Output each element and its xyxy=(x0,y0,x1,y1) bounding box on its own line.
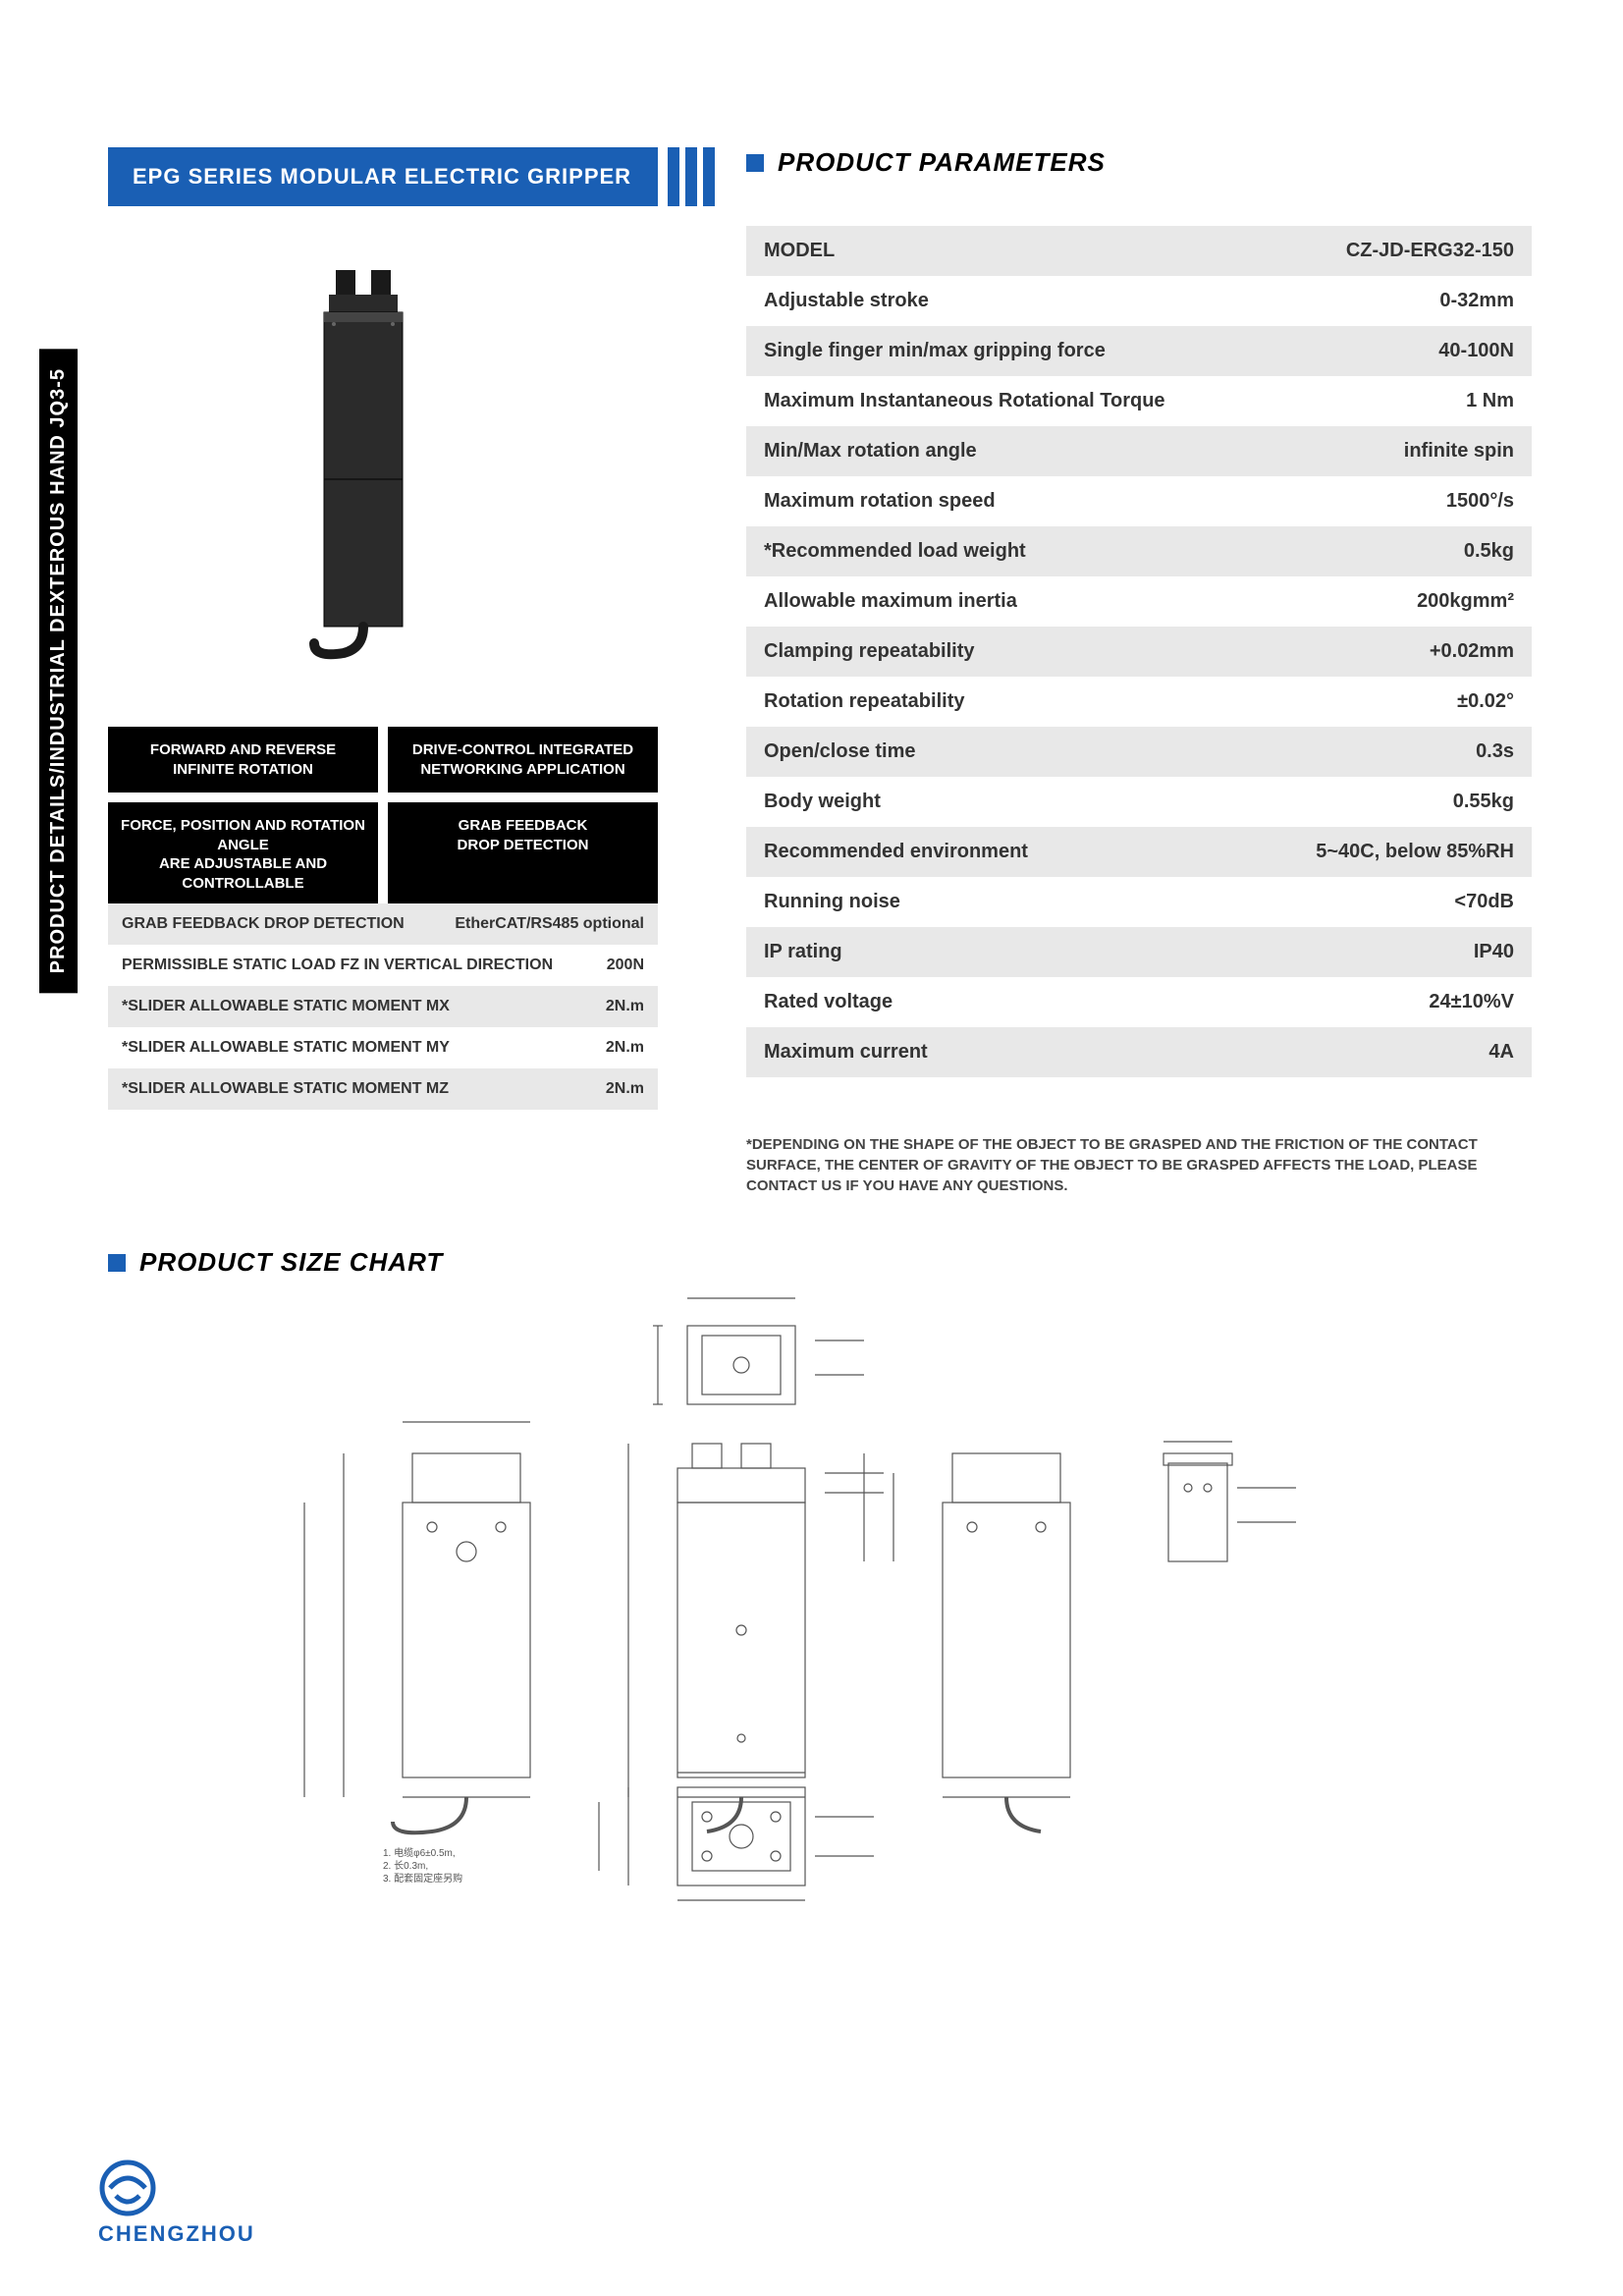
header-bar: EPG SERIES MODULAR ELECTRIC GRIPPER xyxy=(108,147,658,206)
params-row: Recommended environment5~40C, below 85%R… xyxy=(746,827,1532,877)
size-chart-heading: PRODUCT SIZE CHART xyxy=(108,1247,443,1278)
params-key: Min/Max rotation angle xyxy=(764,440,1404,463)
size-chart-heading-text: PRODUCT SIZE CHART xyxy=(139,1247,443,1278)
params-row: Running noise<70dB xyxy=(746,877,1532,927)
params-row: Rotation repeatability±0.02° xyxy=(746,677,1532,727)
svg-text:2. 长0.3m,: 2. 长0.3m, xyxy=(383,1860,428,1872)
params-row: Min/Max rotation angleinfinite spin xyxy=(746,426,1532,476)
bullet-icon xyxy=(108,1254,126,1272)
sub-table-key: *SLIDER ALLOWABLE STATIC MOMENT MZ xyxy=(122,1080,606,1098)
params-key: Maximum rotation speed xyxy=(764,490,1446,513)
sub-table-key: *SLIDER ALLOWABLE STATIC MOMENT MY xyxy=(122,1039,606,1057)
sub-table-val: 2N.m xyxy=(606,998,644,1015)
page: PRODUCT DETAILS/INDUSTRIAL DEXTEROUS HAN… xyxy=(0,0,1623,2296)
params-key: Rated voltage xyxy=(764,991,1429,1013)
params-table: MODELCZ-JD-ERG32-150Adjustable stroke0-3… xyxy=(746,226,1532,1077)
params-key: Allowable maximum inertia xyxy=(764,590,1417,613)
params-val: 1 Nm xyxy=(1466,390,1514,412)
params-row: Body weight0.55kg xyxy=(746,777,1532,827)
params-row: Clamping repeatability+0.02mm xyxy=(746,627,1532,677)
side-tab: PRODUCT DETAILS/INDUSTRIAL DEXTEROUS HAN… xyxy=(39,349,78,993)
sub-table-val: 2N.m xyxy=(606,1080,644,1098)
params-row: MODELCZ-JD-ERG32-150 xyxy=(746,226,1532,276)
params-key: Body weight xyxy=(764,791,1453,813)
parameters-heading: PRODUCT PARAMETERS xyxy=(746,147,1106,178)
logo-text: CHENGZHOU xyxy=(98,2221,255,2247)
sub-table-val: 200N xyxy=(607,957,644,974)
header-stripes xyxy=(668,147,715,206)
params-key: Recommended environment xyxy=(764,841,1316,863)
svg-text:1. 电缆φ6±0.5m,: 1. 电缆φ6±0.5m, xyxy=(383,1846,456,1859)
params-val: 5~40C, below 85%RH xyxy=(1316,841,1514,863)
sub-table-val: EtherCAT/RS485 optional xyxy=(455,915,644,933)
product-image xyxy=(216,255,511,687)
feature-box-3: GRAB FEEDBACKDROP DETECTION xyxy=(388,802,658,906)
logo: CHENGZHOU xyxy=(98,2159,255,2247)
params-val: <70dB xyxy=(1454,891,1514,913)
params-row: *Recommended load weight0.5kg xyxy=(746,526,1532,576)
params-val: 200kgmm² xyxy=(1417,590,1514,613)
params-val: ±0.02° xyxy=(1457,690,1514,713)
params-key: Single finger min/max gripping force xyxy=(764,340,1438,362)
sub-table-row: GRAB FEEDBACK DROP DETECTIONEtherCAT/RS4… xyxy=(108,903,658,945)
params-val: 0.5kg xyxy=(1464,540,1514,563)
params-row: Open/close time0.3s xyxy=(746,727,1532,777)
sub-table-key: *SLIDER ALLOWABLE STATIC MOMENT MX xyxy=(122,998,606,1015)
footnote: *DEPENDING ON THE SHAPE OF THE OBJECT TO… xyxy=(746,1134,1532,1196)
params-val: 1500°/s xyxy=(1446,490,1514,513)
gripper-illustration xyxy=(255,265,471,678)
feature-grid: FORWARD AND REVERSEINFINITE ROTATION DRI… xyxy=(108,727,658,906)
params-val: 24±10%V xyxy=(1429,991,1514,1013)
bullet-icon xyxy=(746,154,764,172)
sub-table-key: PERMISSIBLE STATIC LOAD FZ IN VERTICAL D… xyxy=(122,957,607,974)
params-val: 0.3s xyxy=(1476,740,1514,763)
sub-table-key: GRAB FEEDBACK DROP DETECTION xyxy=(122,915,455,933)
params-row: Single finger min/max gripping force40-1… xyxy=(746,326,1532,376)
params-key: MODEL xyxy=(764,240,1346,262)
sub-table-val: 2N.m xyxy=(606,1039,644,1057)
params-row: IP ratingIP40 xyxy=(746,927,1532,977)
params-val: 0.55kg xyxy=(1453,791,1514,813)
params-key: *Recommended load weight xyxy=(764,540,1464,563)
feature-box-0: FORWARD AND REVERSEINFINITE ROTATION xyxy=(108,727,378,793)
params-key: Maximum current xyxy=(764,1041,1488,1064)
sub-table-row: *SLIDER ALLOWABLE STATIC MOMENT MZ2N.m xyxy=(108,1068,658,1110)
params-val: IP40 xyxy=(1474,941,1514,963)
params-key: Adjustable stroke xyxy=(764,290,1439,312)
params-row: Allowable maximum inertia200kgmm² xyxy=(746,576,1532,627)
params-row: Adjustable stroke0-32mm xyxy=(746,276,1532,326)
params-key: Rotation repeatability xyxy=(764,690,1457,713)
params-row: Maximum current4A xyxy=(746,1027,1532,1077)
logo-icon xyxy=(98,2159,157,2217)
svg-text:3. 配套固定座另购: 3. 配套固定座另购 xyxy=(383,1872,462,1885)
size-chart-diagram: 1. 电缆φ6±0.5m, 2. 长0.3m, 3. 配套固定座另购 xyxy=(108,1296,1532,1905)
params-val: 40-100N xyxy=(1438,340,1514,362)
feature-box-1: DRIVE-CONTROL INTEGRATEDNETWORKING APPLI… xyxy=(388,727,658,793)
sub-table-row: PERMISSIBLE STATIC LOAD FZ IN VERTICAL D… xyxy=(108,945,658,986)
parameters-heading-text: PRODUCT PARAMETERS xyxy=(778,147,1106,178)
params-key: Running noise xyxy=(764,891,1454,913)
params-val: +0.02mm xyxy=(1430,640,1514,663)
params-key: Maximum Instantaneous Rotational Torque xyxy=(764,390,1466,412)
params-row: Maximum rotation speed1500°/s xyxy=(746,476,1532,526)
sub-table: GRAB FEEDBACK DROP DETECTIONEtherCAT/RS4… xyxy=(108,903,658,1110)
sub-table-row: *SLIDER ALLOWABLE STATIC MOMENT MX2N.m xyxy=(108,986,658,1027)
feature-box-2: FORCE, POSITION AND ROTATION ANGLEARE AD… xyxy=(108,802,378,906)
params-val: 4A xyxy=(1488,1041,1514,1064)
params-key: IP rating xyxy=(764,941,1474,963)
params-key: Open/close time xyxy=(764,740,1476,763)
params-row: Maximum Instantaneous Rotational Torque1… xyxy=(746,376,1532,426)
params-key: Clamping repeatability xyxy=(764,640,1430,663)
params-val: CZ-JD-ERG32-150 xyxy=(1346,240,1514,262)
params-val: 0-32mm xyxy=(1439,290,1514,312)
sub-table-row: *SLIDER ALLOWABLE STATIC MOMENT MY2N.m xyxy=(108,1027,658,1068)
params-val: infinite spin xyxy=(1404,440,1514,463)
params-row: Rated voltage24±10%V xyxy=(746,977,1532,1027)
